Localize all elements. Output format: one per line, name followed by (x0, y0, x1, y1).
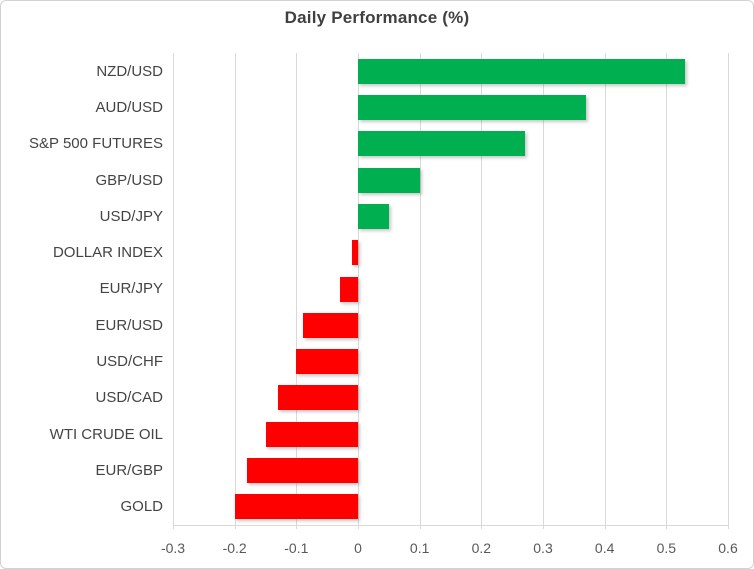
x-tick-label: -0.2 (222, 540, 247, 556)
category-label: GBP/USD (95, 171, 163, 189)
category-label: S&P 500 FUTURES (29, 135, 163, 153)
category-label: GOLD (120, 498, 163, 516)
x-axis-tick (481, 525, 483, 529)
gridline (666, 53, 668, 525)
bar (302, 312, 358, 338)
category-label: USD/CAD (95, 389, 163, 407)
bar (358, 131, 525, 157)
category-label: USD/JPY (99, 207, 163, 225)
category-label: EUR/USD (95, 316, 163, 334)
x-axis-tick (666, 525, 668, 529)
category-label: EUR/JPY (99, 280, 163, 298)
bar (339, 276, 358, 302)
x-tick-label: 0.5 (656, 540, 677, 556)
gridline (481, 53, 483, 525)
x-axis-tick (234, 525, 236, 529)
chart-title: Daily Performance (%) (284, 8, 470, 27)
bar (358, 94, 587, 120)
category-label: NZD/USD (96, 62, 163, 80)
x-axis-line (173, 525, 728, 526)
bar (234, 494, 358, 520)
x-axis-tick (296, 525, 298, 529)
x-tick-label: 0.1 (409, 540, 430, 556)
x-axis-tick (358, 525, 359, 529)
bar (358, 167, 420, 193)
x-tick-label: -0.1 (284, 540, 309, 556)
gridline (728, 53, 729, 525)
x-tick-label: 0.4 (594, 540, 615, 556)
category-label: EUR/GBP (95, 462, 163, 480)
x-tick-label: -0.3 (160, 540, 186, 556)
gridline (543, 53, 544, 525)
x-axis-tick (419, 525, 421, 529)
x-axis-tick (728, 525, 729, 529)
category-label: AUD/USD (95, 98, 163, 116)
category-label: DOLLAR INDEX (52, 244, 163, 262)
bar (247, 458, 358, 484)
bar (265, 421, 358, 447)
x-tick-label: 0.6 (718, 540, 738, 556)
x-tick-label: 0.3 (533, 540, 553, 556)
gridline (604, 53, 606, 525)
x-axis-tick (604, 525, 606, 529)
gridline (234, 53, 236, 525)
gridline (296, 53, 298, 525)
x-tick-label: 0 (354, 540, 362, 556)
bar (358, 203, 389, 229)
x-axis-tick (173, 525, 174, 529)
x-tick-label: 0.2 (471, 540, 492, 556)
category-label: WTI CRUDE OIL (49, 425, 163, 443)
category-label: USD/CHF (96, 353, 163, 371)
bar (351, 240, 358, 266)
gridline (419, 53, 421, 525)
bar (277, 385, 358, 411)
bar (296, 349, 358, 375)
x-axis-tick (543, 525, 544, 529)
bar (358, 58, 685, 84)
gridline (173, 53, 174, 525)
gridline (358, 53, 359, 525)
